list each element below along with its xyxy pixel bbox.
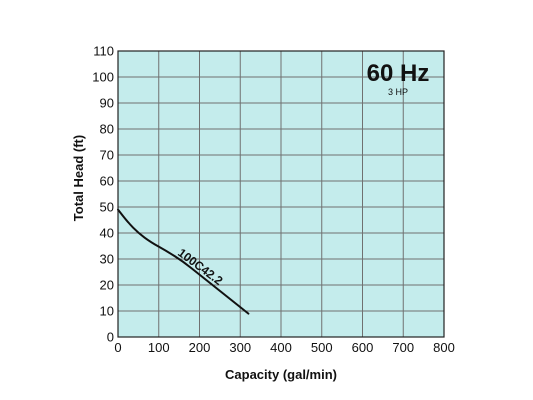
- plot-border: [117, 50, 445, 338]
- x-tick-label: 500: [311, 340, 333, 355]
- y-tick-label: 110: [93, 44, 114, 59]
- y-axis-label: Total Head (ft): [71, 135, 86, 221]
- y-tick-label: 10: [100, 304, 114, 319]
- frequency-label: 60 Hz: [367, 60, 430, 87]
- x-tick-labels: 0 100 200 300 400 500 600 700 800: [114, 340, 454, 355]
- y-tick-label: 70: [100, 148, 114, 163]
- x-tick-label: 200: [189, 340, 211, 355]
- x-axis-label: Capacity (gal/min): [225, 367, 337, 382]
- x-tick-label: 400: [270, 340, 292, 355]
- x-tick-label: 300: [229, 340, 251, 355]
- x-tick-label: 600: [352, 340, 374, 355]
- y-tick-label: 80: [100, 122, 114, 137]
- y-tick-label: 50: [100, 200, 114, 215]
- y-tick-labels: 0 10 20 30 40 50 60 70 80 90 100 110: [92, 44, 114, 345]
- y-tick-label: 100: [92, 70, 114, 85]
- y-tick-label: 20: [100, 278, 114, 293]
- y-tick-label: 60: [100, 174, 114, 189]
- x-tick-label: 700: [392, 340, 414, 355]
- pump-curve-line: [117, 208, 250, 315]
- x-tick-label: 800: [433, 340, 455, 355]
- y-tick-label: 30: [100, 252, 114, 267]
- y-tick-label: 90: [100, 96, 114, 111]
- x-tick-label: 0: [114, 340, 121, 355]
- x-tick-label: 100: [148, 340, 170, 355]
- power-label: 3 HP: [388, 87, 408, 97]
- y-tick-label: 40: [100, 226, 114, 241]
- y-tick-label: 0: [107, 330, 114, 345]
